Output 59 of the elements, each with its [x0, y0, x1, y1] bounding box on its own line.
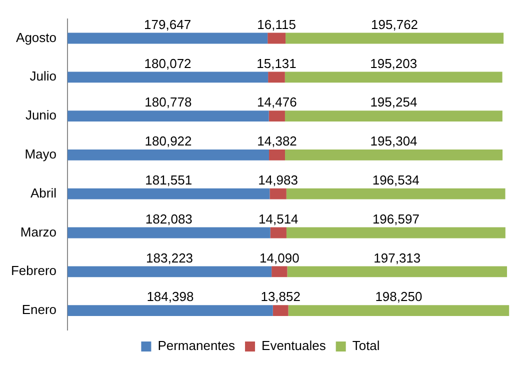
data-label: 14,090	[260, 250, 300, 266]
bar	[269, 150, 286, 160]
data-label: 195,762	[371, 16, 418, 32]
y-tick-label: Abril	[30, 185, 57, 200]
data-label: 14,983	[258, 172, 298, 188]
bar	[285, 150, 503, 160]
bar	[68, 305, 273, 316]
data-label: 179,647	[144, 16, 192, 32]
data-label: 198,250	[375, 289, 422, 304]
y-tick-label: Julio	[30, 68, 57, 84]
bar	[268, 72, 285, 83]
bar	[286, 32, 504, 44]
y-tick-label: Enero	[22, 302, 57, 318]
bar	[270, 227, 286, 238]
data-label: 13,852	[260, 289, 300, 304]
bar	[68, 188, 270, 200]
data-label: 195,254	[370, 94, 418, 110]
bar	[68, 266, 272, 278]
bar	[68, 32, 268, 44]
bar	[272, 305, 288, 316]
bar	[68, 110, 269, 122]
bar	[68, 150, 270, 160]
legend-label: Total	[352, 338, 380, 354]
bar	[284, 72, 502, 83]
bar	[270, 188, 286, 200]
data-label: 195,203	[370, 56, 418, 71]
bar	[287, 266, 508, 278]
y-tick-label: Junio	[25, 108, 57, 123]
data-label: 14,476	[257, 94, 297, 110]
legend-label: Permanentes	[158, 338, 236, 354]
data-label: 14,382	[257, 134, 297, 149]
data-label: 14,514	[258, 211, 298, 226]
y-tick-label: Marzo	[20, 224, 57, 240]
data-label: 197,313	[374, 250, 421, 266]
y-tick-label: Febrero	[10, 263, 57, 278]
y-tick-label: Mayo	[24, 146, 57, 162]
data-label: 180,778	[144, 94, 192, 110]
data-label: 180,922	[144, 134, 192, 149]
data-label: 16,115	[257, 16, 296, 32]
bar	[68, 227, 270, 238]
data-label: 183,223	[146, 250, 194, 266]
data-label: 180,072	[144, 56, 192, 71]
data-label: 15,131	[256, 56, 296, 71]
bar	[286, 188, 506, 200]
bar	[68, 72, 268, 83]
bar	[268, 110, 285, 122]
data-label: 181,551	[145, 172, 192, 188]
bar	[284, 110, 502, 122]
y-tick-label: Agosto	[16, 30, 57, 45]
data-label: 196,597	[372, 211, 420, 226]
legend-label: Eventuales	[262, 338, 326, 354]
data-label: 196,534	[372, 172, 420, 188]
data-label: 184,398	[146, 289, 194, 304]
bar	[268, 32, 286, 44]
bar	[288, 305, 510, 316]
data-label: 195,304	[370, 134, 418, 149]
bar	[286, 227, 506, 238]
data-label: 182,083	[145, 211, 192, 226]
bar	[272, 266, 288, 278]
